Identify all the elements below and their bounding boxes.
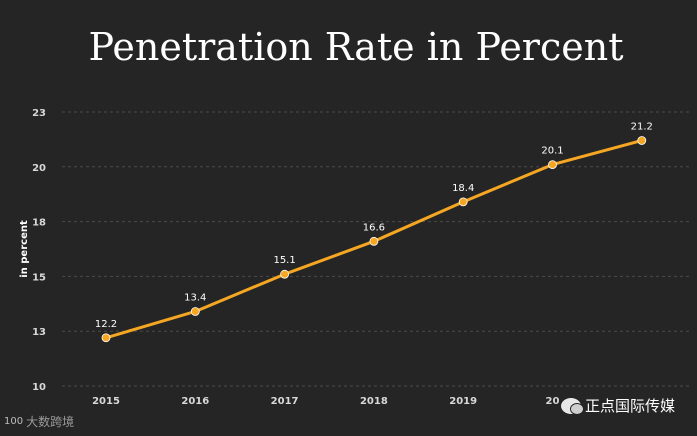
watermark-left: 100 大数跨境 [4, 413, 74, 430]
x-tick-label: 2017 [271, 396, 299, 407]
y-tick-label: 13 [32, 327, 46, 338]
data-label: 13.4 [184, 292, 206, 303]
data-label: 15.1 [273, 255, 295, 266]
data-point [369, 236, 379, 246]
watermark-right: 正点国际传媒 [560, 395, 675, 416]
data-labels: 12.2 13.4 15.1 16.6 18.4 20.1 21.2 [95, 121, 653, 329]
x-tick-label: 2018 [360, 396, 388, 407]
data-point [548, 160, 557, 170]
data-point [637, 136, 647, 145]
y-tick-label: 20 [32, 163, 46, 174]
data-label: 21.2 [631, 121, 653, 132]
y-tick-label: 18 [32, 218, 46, 229]
grid-lines [62, 111, 690, 387]
y-tick-label: 10 [32, 382, 46, 393]
y-tick-label: 23 [32, 108, 46, 119]
y-tick-label: 15 [32, 272, 46, 283]
data-label: 20.1 [541, 146, 563, 157]
x-tick-label: 2016 [181, 396, 209, 407]
data-label: 16.6 [363, 222, 385, 233]
data-label: 18.4 [452, 183, 474, 194]
x-tick-label: 2019 [449, 396, 477, 407]
data-point [458, 197, 468, 207]
watermark-right-text: 正点国际传媒 [584, 397, 675, 415]
data-point [280, 269, 290, 279]
data-point [101, 333, 111, 343]
wechat-icon [560, 397, 584, 415]
data-point [190, 307, 200, 316]
chart-title: Penetration Rate in Percent [89, 25, 624, 69]
x-axis-ticks: 2015 2016 2017 2018 2019 20 [92, 396, 559, 407]
watermark-left-text: 大数跨境 [26, 415, 75, 429]
data-label: 12.2 [95, 319, 117, 330]
x-tick-label: 2015 [92, 396, 120, 407]
y-axis-ticks: 10 13 15 18 20 23 [32, 108, 46, 393]
watermark-logo: 100 [4, 416, 24, 427]
series-penetration-rate [101, 136, 647, 343]
y-axis-label: in percent [19, 220, 30, 278]
x-tick-label: 20 [546, 396, 560, 407]
